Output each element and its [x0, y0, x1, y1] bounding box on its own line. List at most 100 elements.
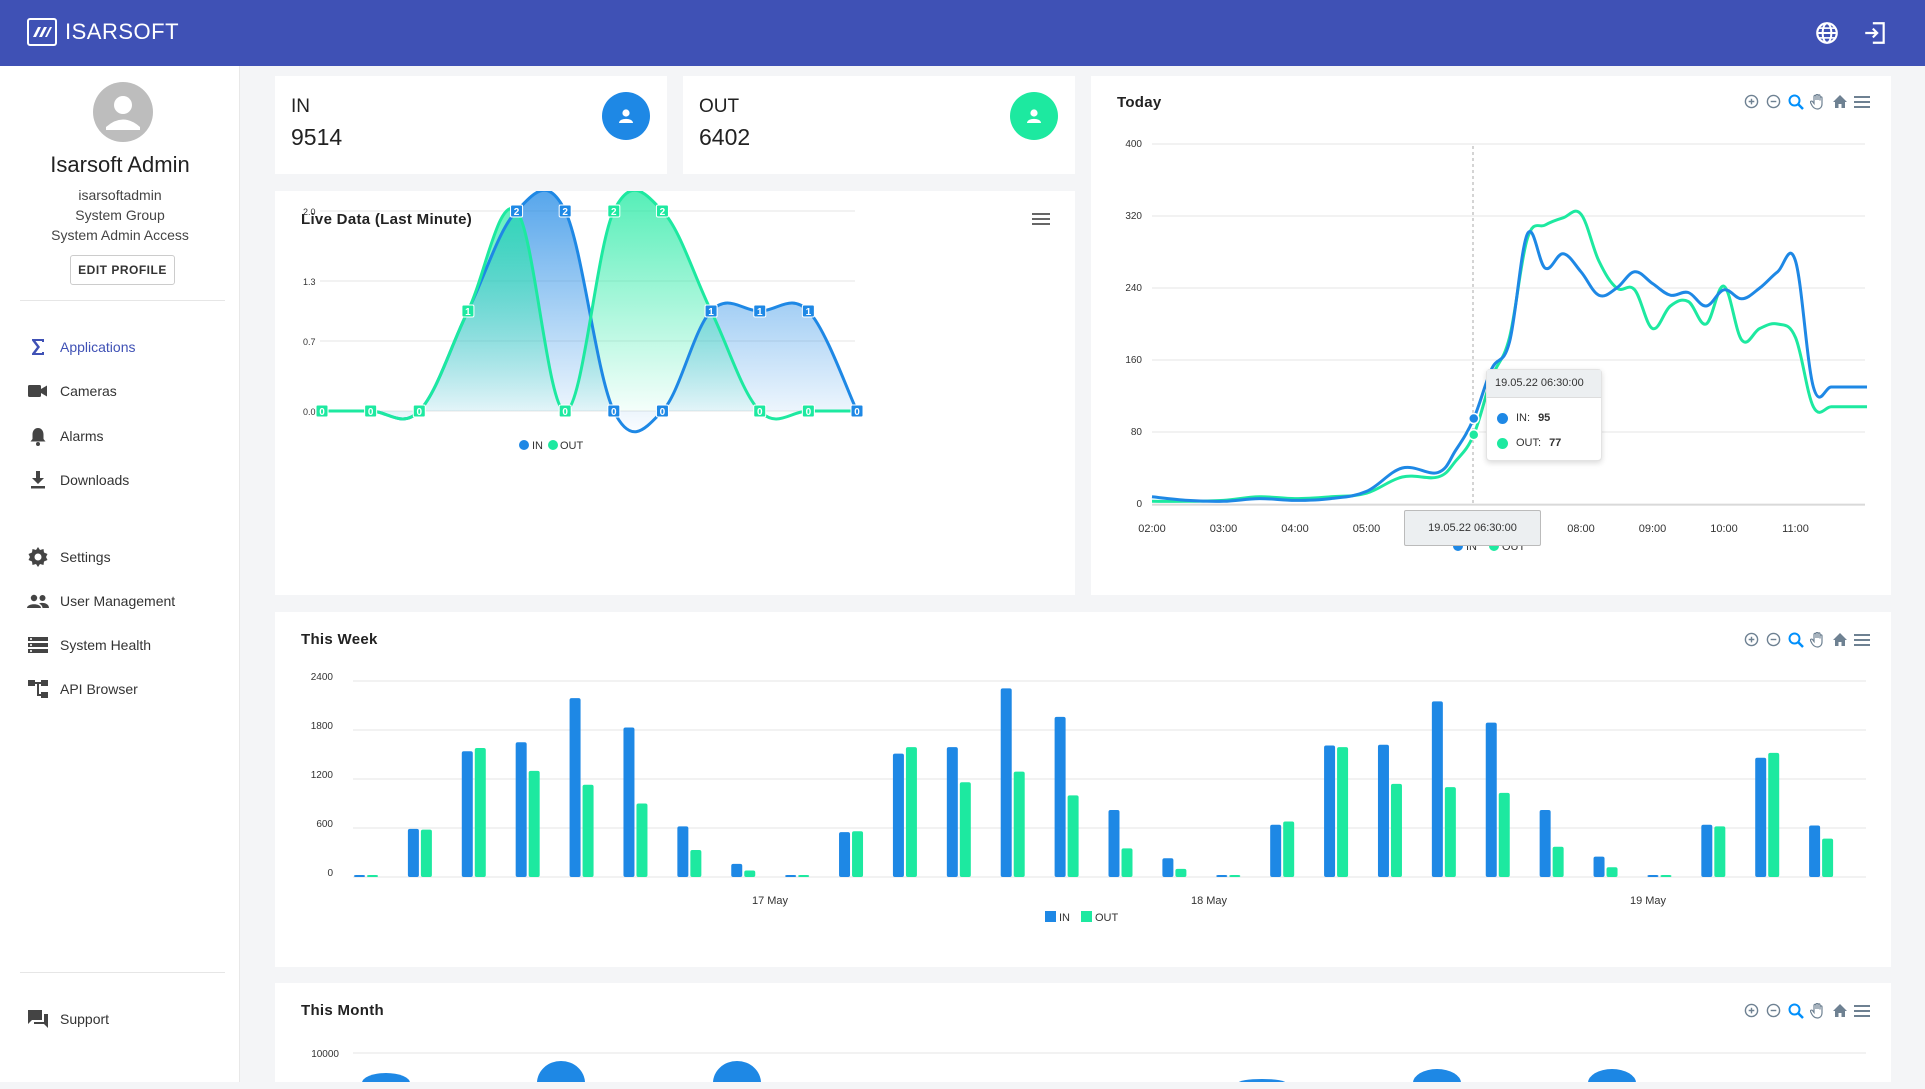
page-bottom: [0, 1082, 1925, 1089]
chart-menu-icon[interactable]: [1852, 630, 1871, 649]
data-label-box: [704, 304, 718, 318]
data-label: 0: [806, 407, 812, 418]
zoom-in-icon[interactable]: [1742, 1001, 1761, 1020]
y-tick-label: 0.7: [303, 337, 316, 347]
server-list-icon: [26, 633, 50, 657]
bar-in: [1593, 856, 1605, 877]
zoom-out-icon[interactable]: [1764, 630, 1783, 649]
sidebar-item-label: Applications: [60, 339, 136, 355]
data-label-box: [558, 404, 572, 418]
logout-icon[interactable]: [1862, 20, 1888, 46]
chart-menu-icon[interactable]: [1852, 1001, 1871, 1020]
bar-in: [1755, 757, 1767, 877]
bubble-mark: [537, 1061, 585, 1083]
reset-home-icon[interactable]: [1830, 630, 1849, 649]
data-label-box: [655, 404, 669, 418]
bar-out: [474, 747, 486, 877]
legend-in-label: IN: [1059, 912, 1070, 924]
pan-hand-icon[interactable]: [1808, 630, 1827, 649]
bar-in: [1324, 745, 1336, 877]
data-label-box: [558, 204, 572, 218]
zoom-out-icon[interactable]: [1764, 92, 1783, 111]
bar-out: [744, 870, 756, 877]
sidebar-item-applications[interactable]: Applications: [26, 332, 226, 362]
data-label: 0: [368, 407, 374, 418]
profile-username: isarsoftadmin: [78, 187, 162, 203]
out-series-area: [322, 191, 857, 419]
x-tick-label: 17 May: [752, 895, 789, 907]
zoom-out-icon[interactable]: [1764, 1001, 1783, 1020]
pan-hand-icon[interactable]: [1808, 92, 1827, 111]
y-tick-label: 1200: [311, 770, 334, 781]
data-label: 0: [660, 407, 666, 418]
tooltip-time: 19.05.22 06:30:00: [1487, 370, 1601, 398]
bar-out: [1390, 783, 1402, 877]
sidebar-item-label: Support: [60, 1011, 110, 1027]
tooltip-out-value: 77: [1549, 437, 1562, 449]
bar-out: [1175, 868, 1187, 877]
sidebar-item-label: API Browser: [60, 681, 138, 697]
account-tree-icon: [26, 677, 50, 701]
sidebar-item-support[interactable]: Support: [26, 1004, 226, 1034]
tooltip-in-marker: [1497, 412, 1508, 424]
bar-out: [1498, 792, 1510, 877]
bubble-mark: [362, 1073, 410, 1083]
bar-in: [1485, 722, 1497, 877]
selection-zoom-icon[interactable]: [1786, 92, 1805, 111]
bubble-mark: [713, 1061, 761, 1083]
sidebar-item-alarms[interactable]: Alarms: [26, 421, 226, 451]
bar-in: [461, 751, 473, 877]
bar-in: [569, 698, 581, 877]
sidebar-divider: [20, 972, 225, 973]
tooltip-out-label: OUT:: [1516, 437, 1542, 449]
bar-in: [407, 828, 419, 877]
out-stat-value: 6402: [699, 124, 751, 150]
language-globe-icon[interactable]: [1814, 20, 1840, 46]
edit-profile-button[interactable]: EDIT PROFILE: [70, 255, 175, 285]
bar-out: [1444, 787, 1456, 877]
download-icon: [26, 468, 50, 492]
selection-zoom-icon[interactable]: [1786, 1001, 1805, 1020]
x-tick-label: 19 May: [1630, 895, 1667, 907]
data-label: 1: [465, 307, 471, 318]
x-tick-label: 05:00: [1353, 523, 1381, 535]
profile-group: System Group: [75, 207, 165, 223]
sidebar-item-downloads[interactable]: Downloads: [26, 465, 226, 495]
reset-home-icon[interactable]: [1830, 1001, 1849, 1020]
sidebar-item-system-health[interactable]: System Health: [26, 630, 226, 660]
today-card: Today 400 320 240 160 80 0 02:00 03:00 04:00 05:0…: [1091, 76, 1891, 595]
sidebar-item-cameras[interactable]: Cameras: [26, 376, 226, 406]
bar-out: [1714, 826, 1726, 877]
bar-out: [367, 875, 378, 877]
x-tick-label: 11:00: [1782, 523, 1809, 535]
videocam-icon: [26, 379, 50, 403]
tooltip-in-label: IN:: [1516, 412, 1531, 424]
data-label-box: [412, 404, 426, 418]
y-tick-label: 0: [1136, 499, 1142, 510]
legend-in-label: IN: [1466, 541, 1477, 553]
x-tick-label: 02:00: [1138, 523, 1166, 535]
zoom-in-icon[interactable]: [1742, 630, 1761, 649]
app-logo[interactable]: ISARSOFT: [27, 18, 179, 46]
in-stat-value: 9514: [291, 124, 343, 150]
person-icon: [602, 92, 650, 140]
sidebar-item-user-management[interactable]: User Management: [26, 586, 226, 616]
selection-zoom-icon[interactable]: [1786, 630, 1805, 649]
sidebar-item-api-browser[interactable]: API Browser: [26, 674, 226, 704]
pan-hand-icon[interactable]: [1808, 1001, 1827, 1020]
chart-menu-icon[interactable]: [1032, 212, 1050, 226]
chart-menu-icon[interactable]: [1852, 92, 1871, 111]
data-label: 0: [562, 407, 568, 418]
reset-home-icon[interactable]: [1830, 92, 1849, 111]
sidebar-item-settings[interactable]: Settings: [26, 542, 226, 572]
bar-out: [1606, 867, 1618, 877]
live-data-chart: 2.01.30.70.000012022100022001110INOUT: [303, 191, 864, 452]
zoom-in-icon[interactable]: [1742, 92, 1761, 111]
tooltip-in-value: 95: [1538, 412, 1551, 424]
top-app-bar: ISARSOFT: [0, 0, 1925, 66]
legend-in-marker: [519, 440, 529, 450]
avatar[interactable]: [93, 82, 153, 142]
bar-in: [515, 742, 527, 877]
out-stat-label: OUT: [699, 96, 740, 117]
sigma-icon: [26, 335, 50, 359]
